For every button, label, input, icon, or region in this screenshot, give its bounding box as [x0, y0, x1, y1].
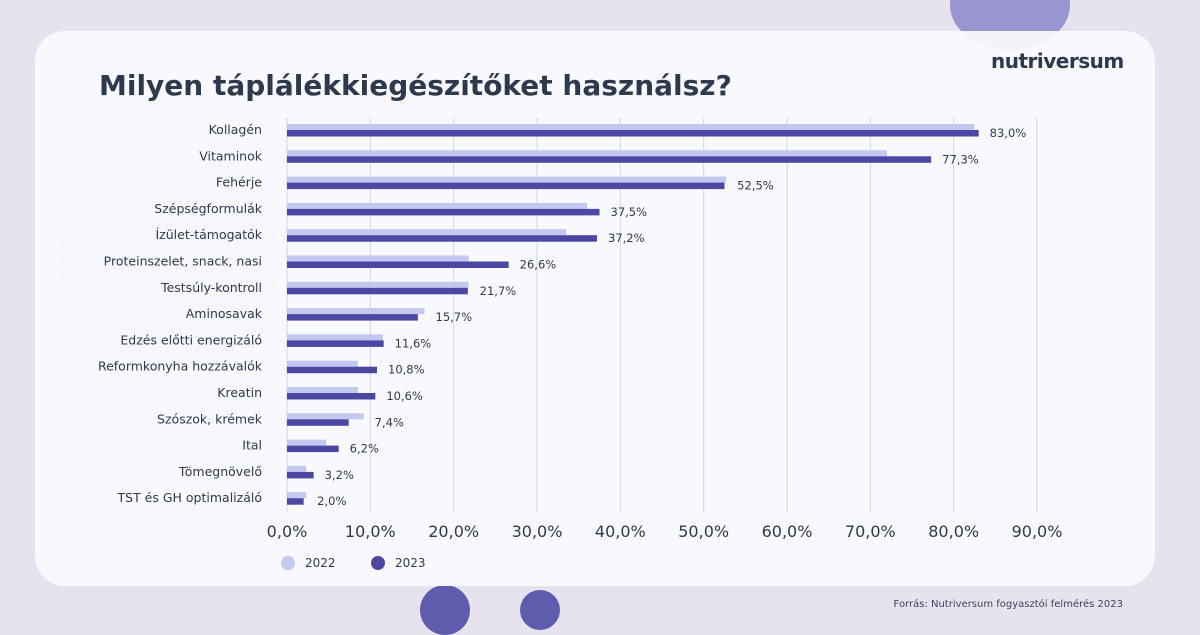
x-tick-label: 70,0%: [845, 522, 896, 541]
category-label: TST és GH optimalizáló: [117, 490, 263, 505]
bar-2023: [287, 156, 932, 163]
bar-2022: [287, 308, 425, 315]
bar-2022: [287, 255, 469, 262]
bar-2023: [287, 261, 509, 268]
data-label: 11,6%: [395, 336, 432, 350]
bar-2023: [287, 235, 597, 242]
legend-label-2023: 2023: [395, 556, 426, 570]
x-tick-label: 60,0%: [762, 522, 813, 541]
source-note: Forrás: Nutriversum fogyasztói felmérés …: [893, 599, 1123, 610]
category-label: Kollagén: [209, 122, 262, 137]
category-label: Ízület-támogatók: [155, 227, 262, 242]
chart-title: Milyen táplálékkiegészítőket használsz?: [99, 69, 732, 102]
x-tick-label: 90,0%: [1012, 522, 1063, 541]
x-tick-label: 80,0%: [928, 522, 979, 541]
bar-2022: [287, 281, 469, 288]
data-label: 21,7%: [480, 284, 517, 298]
data-label: 37,2%: [608, 231, 645, 245]
data-label: 2,0%: [317, 494, 346, 508]
category-label: Reformkonyha hozzávalók: [98, 359, 263, 374]
bar-2022: [287, 124, 975, 130]
bar-2022: [287, 439, 327, 446]
bar-2022: [287, 150, 887, 157]
legend-marker-2023: [371, 556, 385, 570]
category-label: Testsúly-kontroll: [160, 280, 262, 295]
data-label: 10,8%: [388, 363, 425, 377]
chart-card: [35, 31, 1155, 586]
data-label: 52,5%: [737, 179, 774, 193]
category-label: Aminosavak: [186, 306, 263, 321]
bar-2022: [287, 360, 358, 367]
data-label: 3,2%: [325, 468, 354, 482]
x-tick-label: 10,0%: [345, 522, 396, 541]
data-label: 77,3%: [942, 152, 979, 166]
bar-2022: [287, 387, 358, 393]
category-label: Kreatin: [217, 385, 262, 400]
bar-2022: [287, 202, 587, 209]
data-label: 7,4%: [375, 415, 404, 429]
data-label: 10,6%: [386, 389, 423, 403]
x-tick-label: 20,0%: [428, 522, 479, 541]
data-label: 37,5%: [611, 205, 648, 219]
bar-2022: [287, 229, 567, 236]
bar-2023: [287, 419, 349, 426]
bar-2023: [287, 340, 384, 347]
bar-2023: [287, 498, 304, 505]
x-tick-label: 30,0%: [512, 522, 563, 541]
data-label: 15,7%: [436, 310, 473, 324]
category-label: Ital: [242, 438, 262, 453]
bar-2023: [287, 287, 468, 295]
bar-2023: [287, 182, 725, 190]
data-label: 6,2%: [350, 442, 379, 456]
brand-logo: nutriversum: [991, 49, 1124, 73]
legend-label-2022: 2022: [305, 556, 336, 570]
x-tick-label: 40,0%: [595, 522, 646, 541]
bar-2022: [287, 176, 727, 183]
bar-2022: [287, 465, 307, 472]
bar-2023: [287, 314, 418, 321]
x-tick-label: 50,0%: [678, 522, 729, 541]
background-decoration: [520, 590, 560, 630]
category-label: Fehérje: [216, 175, 262, 190]
bar-2023: [287, 130, 979, 137]
category-label: Vitaminok: [199, 148, 263, 163]
bar-2023: [287, 471, 314, 479]
bar-2023: [287, 208, 600, 216]
bar-2022: [287, 492, 307, 499]
bar-2023: [287, 393, 376, 400]
data-label: 26,6%: [520, 258, 557, 272]
category-label: Szépségformulák: [154, 201, 262, 216]
background-decoration: [420, 585, 470, 635]
category-label: Proteinszelet, snack, nasi: [104, 254, 262, 269]
bar-2022: [287, 334, 383, 341]
x-tick-label: 0,0%: [267, 522, 308, 541]
category-label: Edzés előtti energizáló: [120, 332, 262, 347]
bar-2023: [287, 445, 339, 453]
data-label: 83,0%: [990, 126, 1027, 140]
bar-2023: [287, 366, 377, 374]
category-label: Szószok, krémek: [157, 411, 263, 426]
category-label: Tömegnövelő: [178, 464, 262, 479]
legend-marker-2022: [281, 556, 295, 570]
bar-2022: [287, 413, 364, 420]
